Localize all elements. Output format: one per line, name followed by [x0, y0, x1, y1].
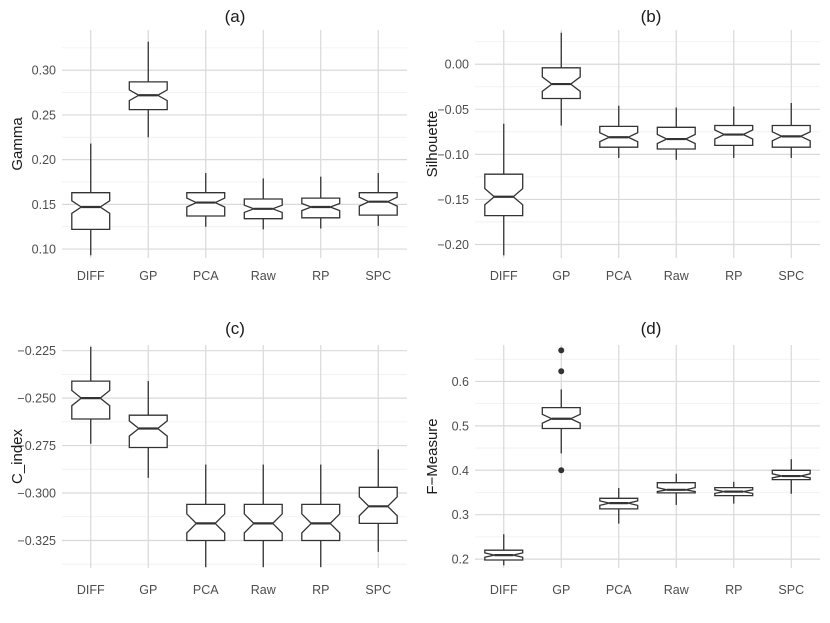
- notched-box: [358, 192, 398, 216]
- box-DIFF: [71, 143, 111, 256]
- y-tick-label: −0.20: [437, 238, 469, 252]
- box-RP: [301, 176, 341, 229]
- y-tick-label: −0.15: [437, 193, 469, 207]
- box-DIFF: [484, 123, 524, 256]
- x-tick-label: SPC: [365, 583, 391, 597]
- box-GP: [541, 32, 581, 126]
- box-GP: [128, 381, 168, 478]
- y-tick-label: −0.300: [17, 487, 56, 501]
- x-tick-label: Raw: [251, 583, 277, 597]
- notched-box: [71, 192, 111, 231]
- x-tick-label: RP: [312, 269, 329, 283]
- box-GP: [128, 41, 168, 138]
- y-axis-label: Gamma: [9, 117, 26, 171]
- y-tick-label: 0.25: [32, 108, 56, 122]
- panel-title: (a): [225, 7, 246, 26]
- x-tick-label: RP: [312, 583, 329, 597]
- box-SPC: [358, 173, 398, 226]
- outlier-point: [558, 467, 565, 474]
- box-PCA: [186, 464, 226, 568]
- x-tick-label: DIFF: [77, 269, 105, 283]
- box-SPC: [358, 449, 398, 552]
- x-tick-label: DIFF: [77, 583, 105, 597]
- y-axis-label: C_index: [9, 428, 26, 484]
- x-tick-label: GP: [139, 269, 157, 283]
- box-SPC: [771, 102, 811, 158]
- box-SPC: [771, 459, 811, 494]
- x-tick-label: GP: [552, 583, 570, 597]
- outlier-point: [558, 368, 565, 375]
- y-tick-label: 0.2: [452, 553, 469, 567]
- panel-title: (b): [641, 7, 662, 26]
- y-tick-label: −0.325: [17, 534, 56, 548]
- box-DIFF: [71, 346, 111, 444]
- x-tick-label: Raw: [664, 269, 690, 283]
- notched-box: [128, 414, 168, 449]
- box-RP: [301, 464, 341, 568]
- notched-box: [186, 192, 226, 217]
- y-tick-label: 0.15: [32, 198, 56, 212]
- x-tick-label: GP: [552, 269, 570, 283]
- x-tick-label: DIFF: [490, 269, 518, 283]
- box-PCA: [599, 488, 639, 524]
- y-tick-label: −0.250: [17, 392, 56, 406]
- y-tick-label: −0.275: [17, 439, 56, 453]
- box-GP: [541, 347, 581, 474]
- outlier-point: [558, 347, 565, 354]
- y-tick-label: 0.20: [32, 153, 56, 167]
- panel-title: (c): [225, 319, 245, 338]
- panel-a: 0.10 0.15 0.20 0.25 0.30 DIFF GP PCA Raw RP SPC (a)…: [9, 7, 407, 283]
- panel-d: 0.2 0.3 0.4 0.5 0.6 DIFF GP PCA Raw RP SPC (d) F−Mea…: [424, 319, 820, 597]
- panel-b: 0.00 −0.05 −0.10 −0.15 −0.20 DIFF GP PCA Raw RP SP…: [424, 7, 820, 283]
- x-tick-label: PCA: [606, 269, 632, 283]
- x-tick-label: PCA: [606, 583, 632, 597]
- box-Raw: [243, 178, 283, 230]
- box-Raw: [656, 473, 696, 505]
- x-tick-label: SPC: [778, 269, 804, 283]
- box-Raw: [243, 464, 283, 568]
- y-axis-label: F−Measure: [424, 418, 441, 494]
- box-DIFF: [484, 534, 524, 566]
- notched-box: [656, 482, 696, 494]
- x-tick-label: Raw: [664, 583, 690, 597]
- panel-c: −0.225 −0.250 −0.275 −0.300 −0.325 DIFF GP PCA R…: [9, 319, 407, 597]
- y-tick-label: 0.30: [32, 64, 56, 78]
- x-tick-label: DIFF: [490, 583, 518, 597]
- x-tick-label: RP: [725, 269, 742, 283]
- y-tick-label: 0.00: [445, 58, 469, 72]
- x-tick-label: RP: [725, 583, 742, 597]
- y-tick-label: 0.5: [452, 419, 469, 433]
- box-RP: [714, 481, 754, 504]
- y-tick-label: 0.6: [452, 375, 469, 389]
- x-tick-label: Raw: [251, 269, 277, 283]
- x-tick-label: GP: [139, 583, 157, 597]
- x-tick-label: PCA: [193, 583, 219, 597]
- y-tick-label: −0.05: [437, 103, 469, 117]
- y-tick-label: 0.3: [452, 508, 469, 522]
- box-PCA: [186, 173, 226, 227]
- x-tick-label: PCA: [193, 269, 219, 283]
- x-tick-label: SPC: [778, 583, 804, 597]
- y-tick-label: −0.225: [17, 344, 56, 358]
- y-axis-label: Silhouette: [424, 111, 441, 178]
- box-Raw: [656, 107, 696, 160]
- y-tick-label: 0.10: [32, 243, 56, 257]
- notched-box: [484, 173, 524, 217]
- notched-box: [71, 380, 111, 420]
- box-PCA: [599, 105, 639, 158]
- y-tick-label: 0.4: [452, 464, 469, 478]
- panel-title: (d): [641, 319, 662, 338]
- box-RP: [714, 106, 754, 158]
- x-tick-label: SPC: [365, 269, 391, 283]
- y-tick-label: −0.10: [437, 148, 469, 162]
